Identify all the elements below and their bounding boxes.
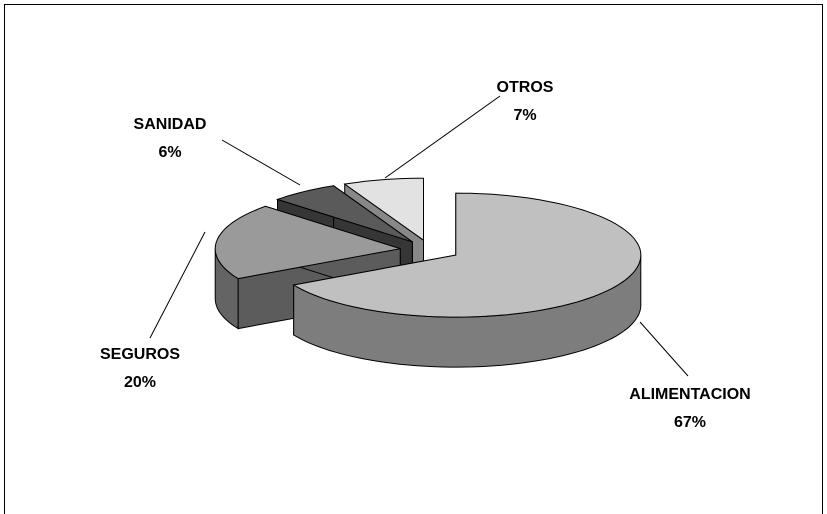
slice [214, 205, 401, 280]
leader-line [384, 95, 501, 179]
slice [343, 177, 424, 242]
leader-line [149, 231, 206, 339]
slice [275, 185, 413, 243]
category-label: OTROS [497, 79, 554, 96]
category-label: SEGUROS [100, 346, 180, 363]
value-label: 20% [124, 374, 156, 391]
category-label: ALIMENTACION [629, 386, 750, 403]
value-label: 6% [158, 144, 181, 161]
leader-line [639, 321, 689, 377]
value-label: 7% [513, 107, 536, 124]
category-label: SANIDAD [134, 116, 207, 133]
pie [214, 177, 642, 368]
leader-line [221, 139, 301, 186]
slice [292, 192, 642, 318]
value-label: 67% [674, 414, 706, 431]
